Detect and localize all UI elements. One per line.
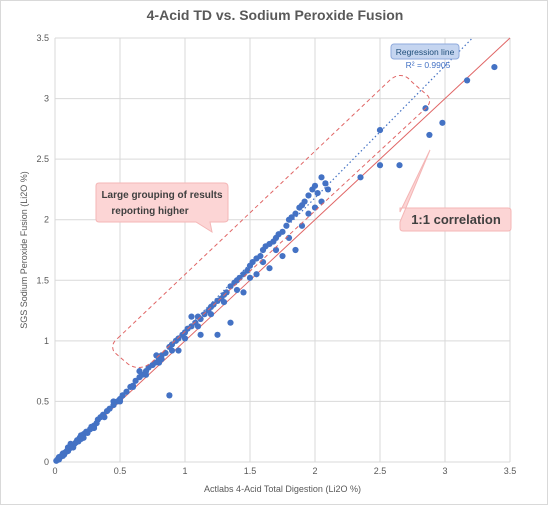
data-point	[311, 182, 319, 189]
data-point	[220, 298, 228, 306]
y-tick-label: 1	[44, 336, 49, 346]
data-point	[142, 371, 150, 378]
data-point	[279, 228, 286, 235]
data-point	[324, 186, 332, 193]
x-tick-label: 3	[442, 466, 447, 476]
data-point	[101, 414, 108, 421]
data-point	[259, 259, 267, 266]
data-point	[314, 189, 321, 197]
y-tick-label: 0.5	[36, 396, 49, 406]
data-point	[253, 271, 260, 278]
data-point	[116, 398, 124, 405]
one-to-one-callout-box	[399, 149, 512, 232]
data-point	[464, 77, 471, 84]
data-point	[90, 424, 98, 432]
y-tick-label: 3.5	[36, 33, 49, 43]
data-point	[207, 311, 215, 318]
large-grouping-callout-box	[95, 182, 229, 234]
data-point	[188, 323, 195, 330]
regression-r2: R² = 0.9905	[406, 60, 451, 70]
data-point	[266, 265, 273, 272]
data-point	[181, 335, 189, 342]
data-point	[318, 198, 325, 205]
data-point	[175, 347, 182, 354]
data-point	[123, 388, 130, 395]
data-point	[246, 274, 254, 281]
y-tick-label: 2	[44, 215, 49, 225]
data-point	[257, 252, 264, 260]
large-grouping-line-2: reporting higher	[111, 206, 188, 217]
data-point	[357, 174, 364, 181]
data-point	[244, 267, 251, 274]
x-tick-label: 2	[312, 466, 317, 476]
data-point	[197, 331, 204, 338]
y-tick-label: 0	[44, 457, 49, 467]
data-point	[305, 210, 312, 217]
data-point	[249, 259, 256, 266]
x-tick-label: 3.5	[504, 466, 517, 476]
x-tick-label: 1	[182, 466, 187, 476]
x-tick-label: 2.5	[374, 466, 387, 476]
data-point	[110, 398, 117, 405]
data-point	[292, 246, 299, 254]
data-point	[396, 162, 403, 169]
x-tick-label: 1.5	[244, 466, 257, 476]
data-point	[426, 131, 433, 139]
data-point	[279, 252, 286, 260]
data-point	[227, 283, 234, 290]
data-point	[136, 368, 143, 375]
data-point	[439, 119, 446, 126]
data-point	[301, 198, 308, 205]
data-point	[376, 126, 384, 134]
data-point	[322, 180, 329, 187]
data-point	[305, 192, 312, 199]
y-tick-label: 2.5	[36, 154, 49, 164]
data-point	[214, 331, 221, 338]
y-tick-label: 1.5	[36, 275, 49, 285]
data-point	[175, 335, 182, 342]
data-point	[318, 174, 325, 181]
data-point	[188, 313, 195, 320]
data-point	[158, 355, 165, 363]
y-tick-label: 3	[44, 94, 49, 104]
data-point	[194, 323, 202, 330]
regression-label-box	[390, 43, 460, 60]
data-point	[166, 392, 173, 399]
one-to-one-label: 1:1 correlation	[411, 212, 501, 227]
data-point	[119, 392, 126, 399]
x-tick-label: 0.5	[114, 466, 127, 476]
data-point	[106, 405, 113, 412]
data-point	[162, 349, 169, 357]
data-point	[240, 289, 247, 296]
data-point	[491, 63, 498, 71]
y-axis-title: SGS Sodium Peroxide Fusion (Li2O %)	[19, 171, 29, 329]
data-point	[129, 383, 137, 390]
data-point	[132, 377, 139, 384]
data-point	[376, 162, 384, 169]
data-point	[67, 440, 74, 447]
regression-label: Regression line	[396, 47, 455, 57]
data-point	[80, 434, 87, 441]
large-grouping-line-1: Large grouping of results	[101, 190, 223, 201]
x-tick-label: 0	[52, 466, 57, 476]
data-point	[272, 246, 280, 254]
data-point	[233, 286, 241, 294]
chart-title: 4-Acid TD vs. Sodium Peroxide Fusion	[146, 7, 404, 23]
data-point	[285, 234, 293, 241]
data-point	[168, 347, 176, 354]
data-point	[168, 341, 176, 348]
data-point	[197, 315, 204, 323]
data-point	[283, 222, 290, 229]
data-point	[292, 210, 299, 217]
data-point	[227, 319, 234, 326]
x-axis-title: Actlabs 4-Acid Total Digestion (Li2O %)	[204, 484, 361, 494]
data-point	[311, 204, 319, 211]
data-point	[201, 311, 208, 318]
data-point	[288, 214, 295, 221]
one-to-one-line	[54, 37, 511, 463]
grouping-outline	[112, 75, 431, 368]
